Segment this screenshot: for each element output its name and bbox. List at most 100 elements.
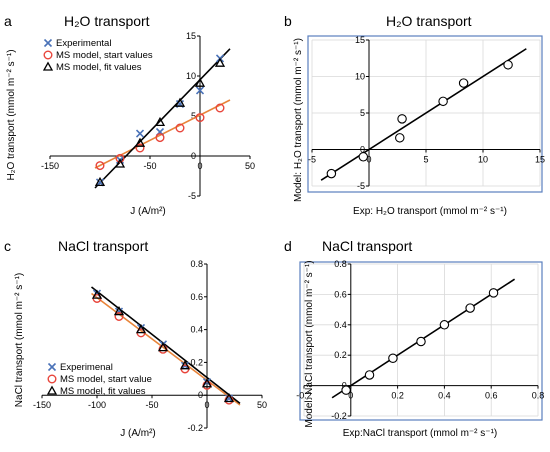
y-axis-label-c: NaCl transport (mmol m⁻² s⁻¹)	[14, 273, 25, 407]
data-point	[95, 178, 105, 187]
x-tick-label: -150	[33, 400, 51, 410]
y-tick-label: -0.2	[187, 423, 203, 433]
legend-label: Experimenal	[60, 362, 113, 373]
data-point	[416, 336, 426, 347]
data-point	[388, 353, 398, 363]
x-axis-label-d: Exp:NaCl transport (mmol m⁻² s⁻¹)	[343, 428, 497, 439]
data-point	[154, 116, 166, 127]
x-tick-label: 50	[245, 161, 255, 171]
data-point	[503, 60, 513, 70]
y-tick-label: 0	[360, 145, 365, 155]
chart-panel-a: a H₂O transport J (A/m²) H₂O transport (…	[4, 13, 255, 217]
y-tick-label: 0.8	[334, 259, 347, 269]
chart-title-c: NaCl transport	[58, 238, 148, 254]
x-tick-label: 0	[348, 391, 353, 401]
x-tick-label: -50	[145, 400, 158, 410]
data-point	[215, 103, 225, 113]
data-point	[174, 97, 186, 107]
chart-frame-d	[299, 261, 543, 421]
legend-label: MS model, fit values	[56, 62, 142, 73]
x-tick-label: -0.2	[296, 391, 312, 401]
data-point	[223, 392, 235, 403]
panel-letter-a: a	[4, 13, 12, 29]
x-tick-label: 0.8	[532, 391, 545, 401]
data-point	[364, 370, 375, 380]
legend-label: MS model, start value	[60, 374, 152, 385]
data-point	[194, 77, 206, 87]
data-point	[488, 288, 499, 298]
y-tick-label: 10	[186, 71, 196, 81]
data-point	[95, 161, 105, 171]
data-point	[135, 129, 145, 138]
y-tick-label: 0.4	[190, 325, 203, 335]
data-point	[195, 86, 205, 95]
data-point	[458, 78, 469, 88]
data-point	[94, 176, 106, 187]
y-axis-label-a: H₂O transport (mmol m⁻² s⁻¹)	[6, 49, 17, 180]
legend-marker	[43, 38, 53, 48]
chart-title-b: H₂O transport	[386, 13, 472, 29]
y-tick-label: 15	[186, 31, 196, 41]
y-tick-label: 0.2	[334, 350, 347, 360]
x-tick-label: 0.2	[391, 391, 404, 401]
data-point	[114, 158, 126, 168]
y-tick-label: -5	[357, 181, 365, 191]
data-point	[341, 385, 351, 395]
data-point	[358, 152, 369, 162]
fit-line	[320, 48, 527, 181]
x-tick-label: 0	[197, 161, 202, 171]
panel-letter-b: b	[284, 13, 292, 29]
data-point	[134, 137, 146, 147]
legend-marker	[47, 374, 57, 384]
data-point	[395, 133, 405, 143]
legend-marker	[46, 385, 58, 395]
data-point	[114, 311, 124, 321]
panel-letter-d: d	[284, 238, 292, 254]
y-tick-label: 0	[191, 151, 196, 161]
data-point	[439, 320, 450, 330]
x-axis-label-a: J (A/m²)	[130, 206, 166, 217]
legend-marker	[42, 61, 54, 71]
x-tick-label: -5	[308, 155, 316, 165]
data-point	[91, 289, 103, 299]
y-tick-label: 0.2	[190, 357, 203, 367]
x-tick-label: 50	[257, 400, 267, 410]
data-point	[214, 57, 226, 67]
y-tick-label: -0.2	[331, 411, 347, 421]
chart-panel-c: c NaCl transport J (A/m²) NaCl transport…	[4, 238, 267, 439]
data-point	[326, 168, 337, 179]
y-axis-label-d: Model: NaCl transport (mmol m⁻² s⁻¹)	[304, 260, 315, 427]
data-point	[465, 303, 475, 313]
y-tick-label: -5	[188, 191, 196, 201]
chart-title-a: H₂O transport	[64, 13, 150, 29]
data-point	[224, 394, 234, 403]
x-tick-label: 0	[204, 400, 209, 410]
y-tick-label: 10	[355, 72, 365, 82]
y-tick-label: 0	[342, 381, 347, 391]
x-tick-label: -50	[143, 161, 156, 171]
legend-marker	[43, 50, 53, 60]
data-point	[438, 96, 448, 107]
data-point	[179, 360, 191, 370]
y-tick-label: 15	[355, 35, 365, 45]
x-tick-label: 10	[478, 155, 488, 165]
legend-label: Experimental	[56, 38, 111, 49]
y-tick-label: 0.6	[190, 292, 203, 302]
data-point	[397, 114, 407, 124]
x-tick-label: 15	[535, 155, 545, 165]
panel-letter-c: c	[4, 238, 11, 254]
fit-line	[91, 286, 241, 405]
data-point	[175, 123, 185, 133]
y-tick-label: 5	[191, 111, 196, 121]
data-point	[157, 342, 169, 352]
legend-label: MS model, start values	[56, 50, 153, 61]
y-tick-label: 0.8	[190, 259, 203, 269]
y-tick-label: 0	[198, 390, 203, 400]
x-axis-label-c: J (A/m²)	[120, 428, 156, 439]
x-tick-label: 5	[423, 155, 428, 165]
y-tick-label: 5	[360, 108, 365, 118]
legend-label: MS model, fit values	[60, 386, 146, 397]
chart-panel-b: b H₂O transport Exp: H₂O transport (mmol…	[284, 13, 545, 217]
chart-panel-d: d NaCl transport Exp:NaCl transport (mmo…	[284, 238, 544, 439]
